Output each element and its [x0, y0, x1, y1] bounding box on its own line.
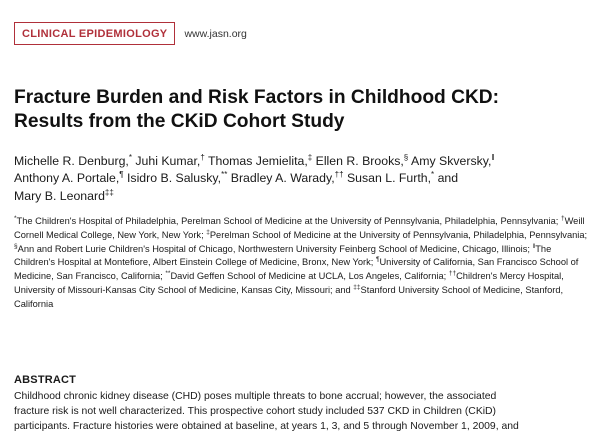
- author-name: Michelle R. Denburg,: [14, 154, 129, 168]
- author-name: Juhi Kumar,: [135, 154, 201, 168]
- abstract-line: Childhood chronic kidney disease (CHD) p…: [14, 391, 497, 402]
- abstract-body: Childhood chronic kidney disease (CHD) p…: [14, 389, 594, 435]
- author-mark: *: [128, 152, 132, 162]
- journal-url[interactable]: www.jasn.org: [184, 27, 247, 40]
- affiliation-list: *The Children's Hospital of Philadelphia…: [14, 215, 594, 312]
- affiliation-mark: ‡‡: [353, 283, 361, 291]
- affiliation-mark: ¶: [375, 256, 380, 264]
- author-mark: ¶: [119, 170, 124, 180]
- affiliation-mark: *: [14, 214, 17, 222]
- affiliation-text: The Children's Hospital of Philadelphia,…: [16, 216, 561, 226]
- author-name: Mary B. Leonard: [14, 188, 105, 203]
- affiliation-text: Stanford University School of Medicine, …: [14, 284, 564, 309]
- affiliation-mark: ††: [448, 270, 457, 278]
- author-name: Thomas Jemielita,: [207, 154, 308, 168]
- author-mark: **: [221, 170, 228, 180]
- author-name: Bradley A. Warady,: [230, 171, 335, 186]
- affiliation-mark: †: [560, 214, 565, 222]
- author-mark: ‡: [307, 152, 313, 162]
- author-mark: §: [403, 152, 409, 162]
- author-mark: ††: [334, 170, 344, 180]
- affiliation-mark: §: [14, 242, 18, 250]
- author-name: Isidro B. Salusky,: [127, 171, 222, 186]
- affiliation-text: The Children's Hospital at Montefiore, A…: [14, 243, 552, 268]
- journal-header: CLINICAL EPIDEMIOLOGY www.jasn.org: [14, 22, 247, 45]
- abstract-heading: ABSTRACT: [14, 374, 77, 386]
- affiliation-text: Ann and Robert Lurie Children's Hospital…: [17, 243, 533, 254]
- affiliation-text: Children's Mercy Hospital, University of…: [14, 271, 564, 295]
- affiliation-text: University of California, San Francisco …: [14, 257, 579, 282]
- title-line-2: Results from the CKiD Cohort Study: [14, 110, 345, 132]
- author-mark: ‖: [491, 152, 495, 162]
- affiliation-mark: ‡: [206, 228, 210, 236]
- author-name: Amy Skversky,: [411, 154, 492, 168]
- author-mark: †: [200, 152, 205, 162]
- abstract-line: participants. Fracture histories were ob…: [14, 421, 519, 433]
- author-mark: ‡‡: [104, 187, 114, 197]
- affiliation-mark: ‖: [532, 242, 536, 250]
- section-badge: CLINICAL EPIDEMIOLOGY: [14, 22, 176, 45]
- article-title: Fracture Burden and Risk Factors in Chil…: [14, 86, 594, 133]
- author-mark: *: [431, 170, 435, 180]
- title-line-1: Fracture Burden and Risk Factors in Chil…: [14, 87, 500, 108]
- affiliation-text: Perelman School of Medicine at the Unive…: [209, 229, 588, 240]
- author-name: Anthony A. Portale,: [14, 171, 120, 186]
- author-name: Ellen R. Brooks,: [315, 154, 404, 168]
- affiliation-text: David Geffen School of Medicine at UCLA,…: [170, 271, 449, 282]
- affiliation-text: Weill Cornell Medical College, New York,…: [14, 216, 585, 240]
- author-conjunction: and: [437, 171, 459, 186]
- abstract-line: fracture risk is not well characterized.…: [14, 406, 497, 418]
- author-list: Michelle R. Denburg,* Juhi Kumar,† Thoma…: [14, 153, 594, 205]
- affiliation-mark: **: [165, 270, 171, 278]
- author-name: Susan L. Furth,: [346, 171, 432, 186]
